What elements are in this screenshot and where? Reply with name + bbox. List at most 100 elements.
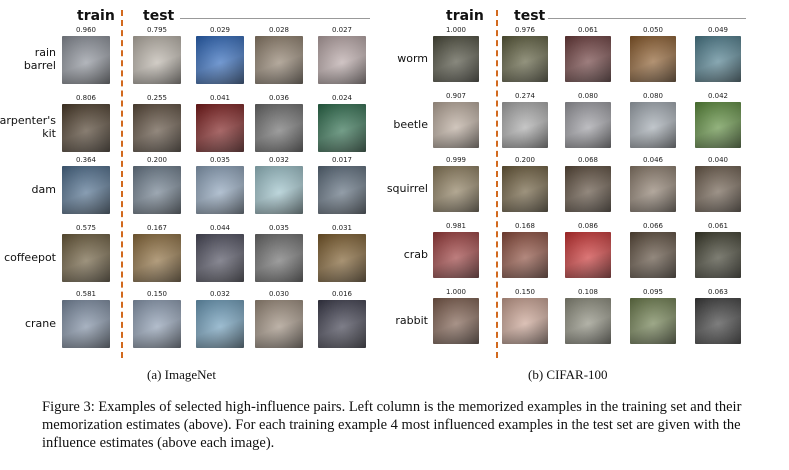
test-image (255, 300, 303, 348)
row-label: dam (31, 182, 56, 196)
test-influence-value: 0.150 (514, 288, 536, 296)
test-image (255, 104, 303, 152)
train-memorization-value: 0.981 (445, 222, 467, 230)
row-label: carpenter's kit (0, 114, 56, 140)
test-influence-value: 0.046 (642, 156, 664, 164)
test-image (196, 166, 244, 214)
test-influence-value: 0.027 (331, 26, 353, 34)
test-influence-value: 0.044 (209, 224, 231, 232)
train-memorization-value: 1.000 (445, 288, 467, 296)
test-image (565, 298, 611, 344)
test-header-rule (548, 18, 746, 19)
test-image (255, 166, 303, 214)
test-influence-value: 0.036 (268, 94, 290, 102)
train-header: train (77, 8, 115, 24)
test-image (502, 102, 548, 148)
test-image (502, 166, 548, 212)
test-influence-value: 0.050 (642, 26, 664, 34)
test-influence-value: 0.042 (707, 92, 729, 100)
test-influence-value: 0.274 (514, 92, 536, 100)
train-image (62, 300, 110, 348)
test-influence-value: 0.080 (642, 92, 664, 100)
test-influence-value: 0.028 (268, 26, 290, 34)
test-image (133, 166, 181, 214)
test-influence-value: 0.795 (146, 26, 168, 34)
test-image (630, 298, 676, 344)
test-image (196, 234, 244, 282)
test-image (695, 102, 741, 148)
test-influence-value: 0.017 (331, 156, 353, 164)
test-influence-value: 0.150 (146, 290, 168, 298)
test-influence-value: 0.095 (642, 288, 664, 296)
train-memorization-value: 0.999 (445, 156, 467, 164)
train-memorization-value: 0.806 (75, 94, 97, 102)
train-image (433, 298, 479, 344)
test-influence-value: 0.063 (707, 288, 729, 296)
test-image (133, 104, 181, 152)
train-test-divider (496, 10, 498, 358)
test-image (196, 104, 244, 152)
test-influence-value: 0.255 (146, 94, 168, 102)
test-image (695, 36, 741, 82)
test-image (318, 104, 366, 152)
test-image (502, 232, 548, 278)
test-influence-value: 0.200 (514, 156, 536, 164)
test-influence-value: 0.086 (577, 222, 599, 230)
test-image (565, 166, 611, 212)
row-label: rain barrel (23, 46, 56, 72)
train-image (62, 104, 110, 152)
test-image (196, 300, 244, 348)
test-image (565, 36, 611, 82)
figure-caption: Figure 3: Examples of selected high-infl… (42, 399, 742, 451)
test-image (196, 36, 244, 84)
test-influence-value: 0.041 (209, 94, 231, 102)
test-header-rule (180, 18, 370, 19)
test-image (695, 166, 741, 212)
test-influence-value: 0.032 (268, 156, 290, 164)
test-influence-value: 0.200 (146, 156, 168, 164)
train-memorization-value: 1.000 (445, 26, 467, 34)
test-influence-value: 0.032 (209, 290, 231, 298)
test-influence-value: 0.976 (514, 26, 536, 34)
test-influence-value: 0.066 (642, 222, 664, 230)
subcaption-a: (a) ImageNet (147, 367, 216, 382)
row-label: rabbit (395, 313, 428, 327)
train-memorization-value: 0.907 (445, 92, 467, 100)
test-influence-value: 0.030 (268, 290, 290, 298)
train-image (433, 166, 479, 212)
test-image (630, 36, 676, 82)
test-influence-value: 0.035 (268, 224, 290, 232)
test-image (565, 102, 611, 148)
test-image (133, 300, 181, 348)
test-header: test (143, 8, 175, 24)
test-image (133, 36, 181, 84)
train-image (433, 36, 479, 82)
test-image (255, 36, 303, 84)
test-influence-value: 0.031 (331, 224, 353, 232)
test-image (695, 298, 741, 344)
test-influence-value: 0.040 (707, 156, 729, 164)
test-image (255, 234, 303, 282)
train-memorization-value: 0.581 (75, 290, 97, 298)
panel-imagenet: train test rain barrel 0.960 0.795 0.029 0.0… (0, 0, 395, 390)
test-image (630, 232, 676, 278)
train-image (433, 102, 479, 148)
test-image (318, 166, 366, 214)
train-test-divider (121, 10, 123, 358)
train-memorization-value: 0.575 (75, 224, 97, 232)
test-header: test (514, 8, 546, 24)
test-influence-value: 0.035 (209, 156, 231, 164)
train-header: train (446, 8, 484, 24)
row-label: beetle (393, 117, 428, 131)
subcaption-b: (b) CIFAR-100 (528, 367, 608, 382)
test-image (502, 298, 548, 344)
test-image (318, 234, 366, 282)
test-influence-value: 0.061 (707, 222, 729, 230)
test-influence-value: 0.049 (707, 26, 729, 34)
test-influence-value: 0.080 (577, 92, 599, 100)
test-influence-value: 0.061 (577, 26, 599, 34)
train-image (62, 166, 110, 214)
test-image (133, 234, 181, 282)
test-image (630, 166, 676, 212)
train-image (62, 234, 110, 282)
